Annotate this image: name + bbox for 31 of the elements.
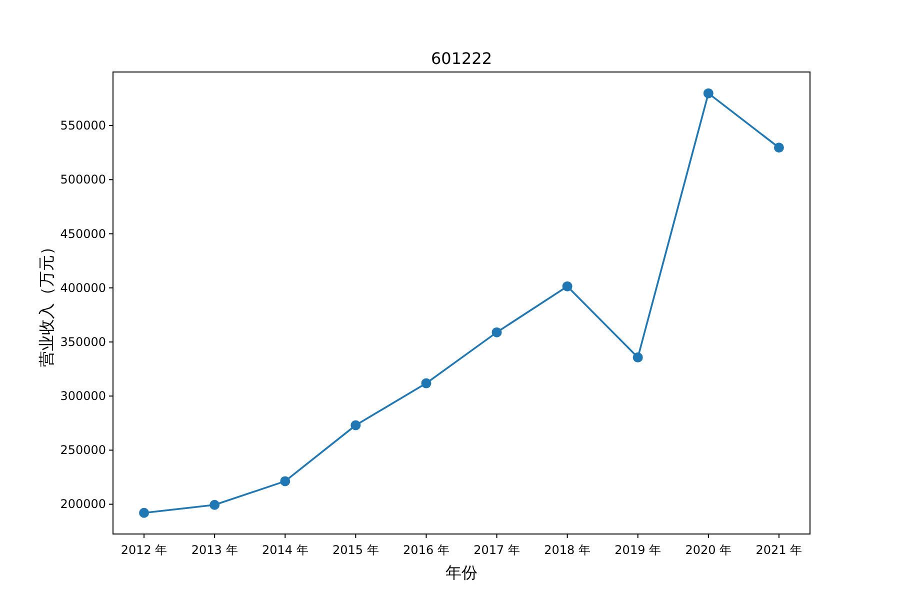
chart-title: 601222 — [430, 49, 492, 68]
x-axis-title: 年份 — [446, 563, 478, 582]
x-tick-label: 2018 年 — [544, 543, 590, 557]
y-tick-label: 450000 — [60, 226, 106, 241]
point — [492, 327, 502, 338]
y-tick-label: 300000 — [60, 389, 106, 404]
x-tick-label: 2019 年 — [614, 543, 662, 557]
x-tick-label: 2014 年 — [262, 543, 308, 557]
x-tick-label: 2020 年 — [685, 543, 732, 557]
x-tick-label: 2017 年 — [474, 543, 520, 557]
x-tick-label: 2016 年 — [403, 543, 450, 557]
point — [421, 378, 432, 388]
y-tick-label: 350000 — [60, 334, 106, 349]
y-tick-label: 400000 — [60, 280, 106, 295]
point — [280, 476, 290, 486]
x-tick-label: 2013 年 — [191, 543, 238, 557]
x-tick-label: 2015 年 — [332, 543, 379, 557]
x-tick-label: 2021 年 — [756, 543, 802, 557]
y-tick-label: 500000 — [60, 172, 106, 187]
point — [774, 142, 784, 153]
point — [562, 281, 572, 292]
point — [632, 352, 643, 362]
y-axis-title: 营业收入（万元） — [37, 239, 56, 367]
y-tick-label: 250000 — [60, 443, 106, 458]
point — [139, 508, 150, 518]
point — [350, 420, 361, 430]
point — [210, 500, 220, 510]
y-tick-label: 550000 — [60, 118, 106, 133]
y-tick-label: 200000 — [60, 497, 106, 512]
x-tick-label: 2012 年 — [120, 543, 168, 557]
point — [703, 88, 714, 98]
